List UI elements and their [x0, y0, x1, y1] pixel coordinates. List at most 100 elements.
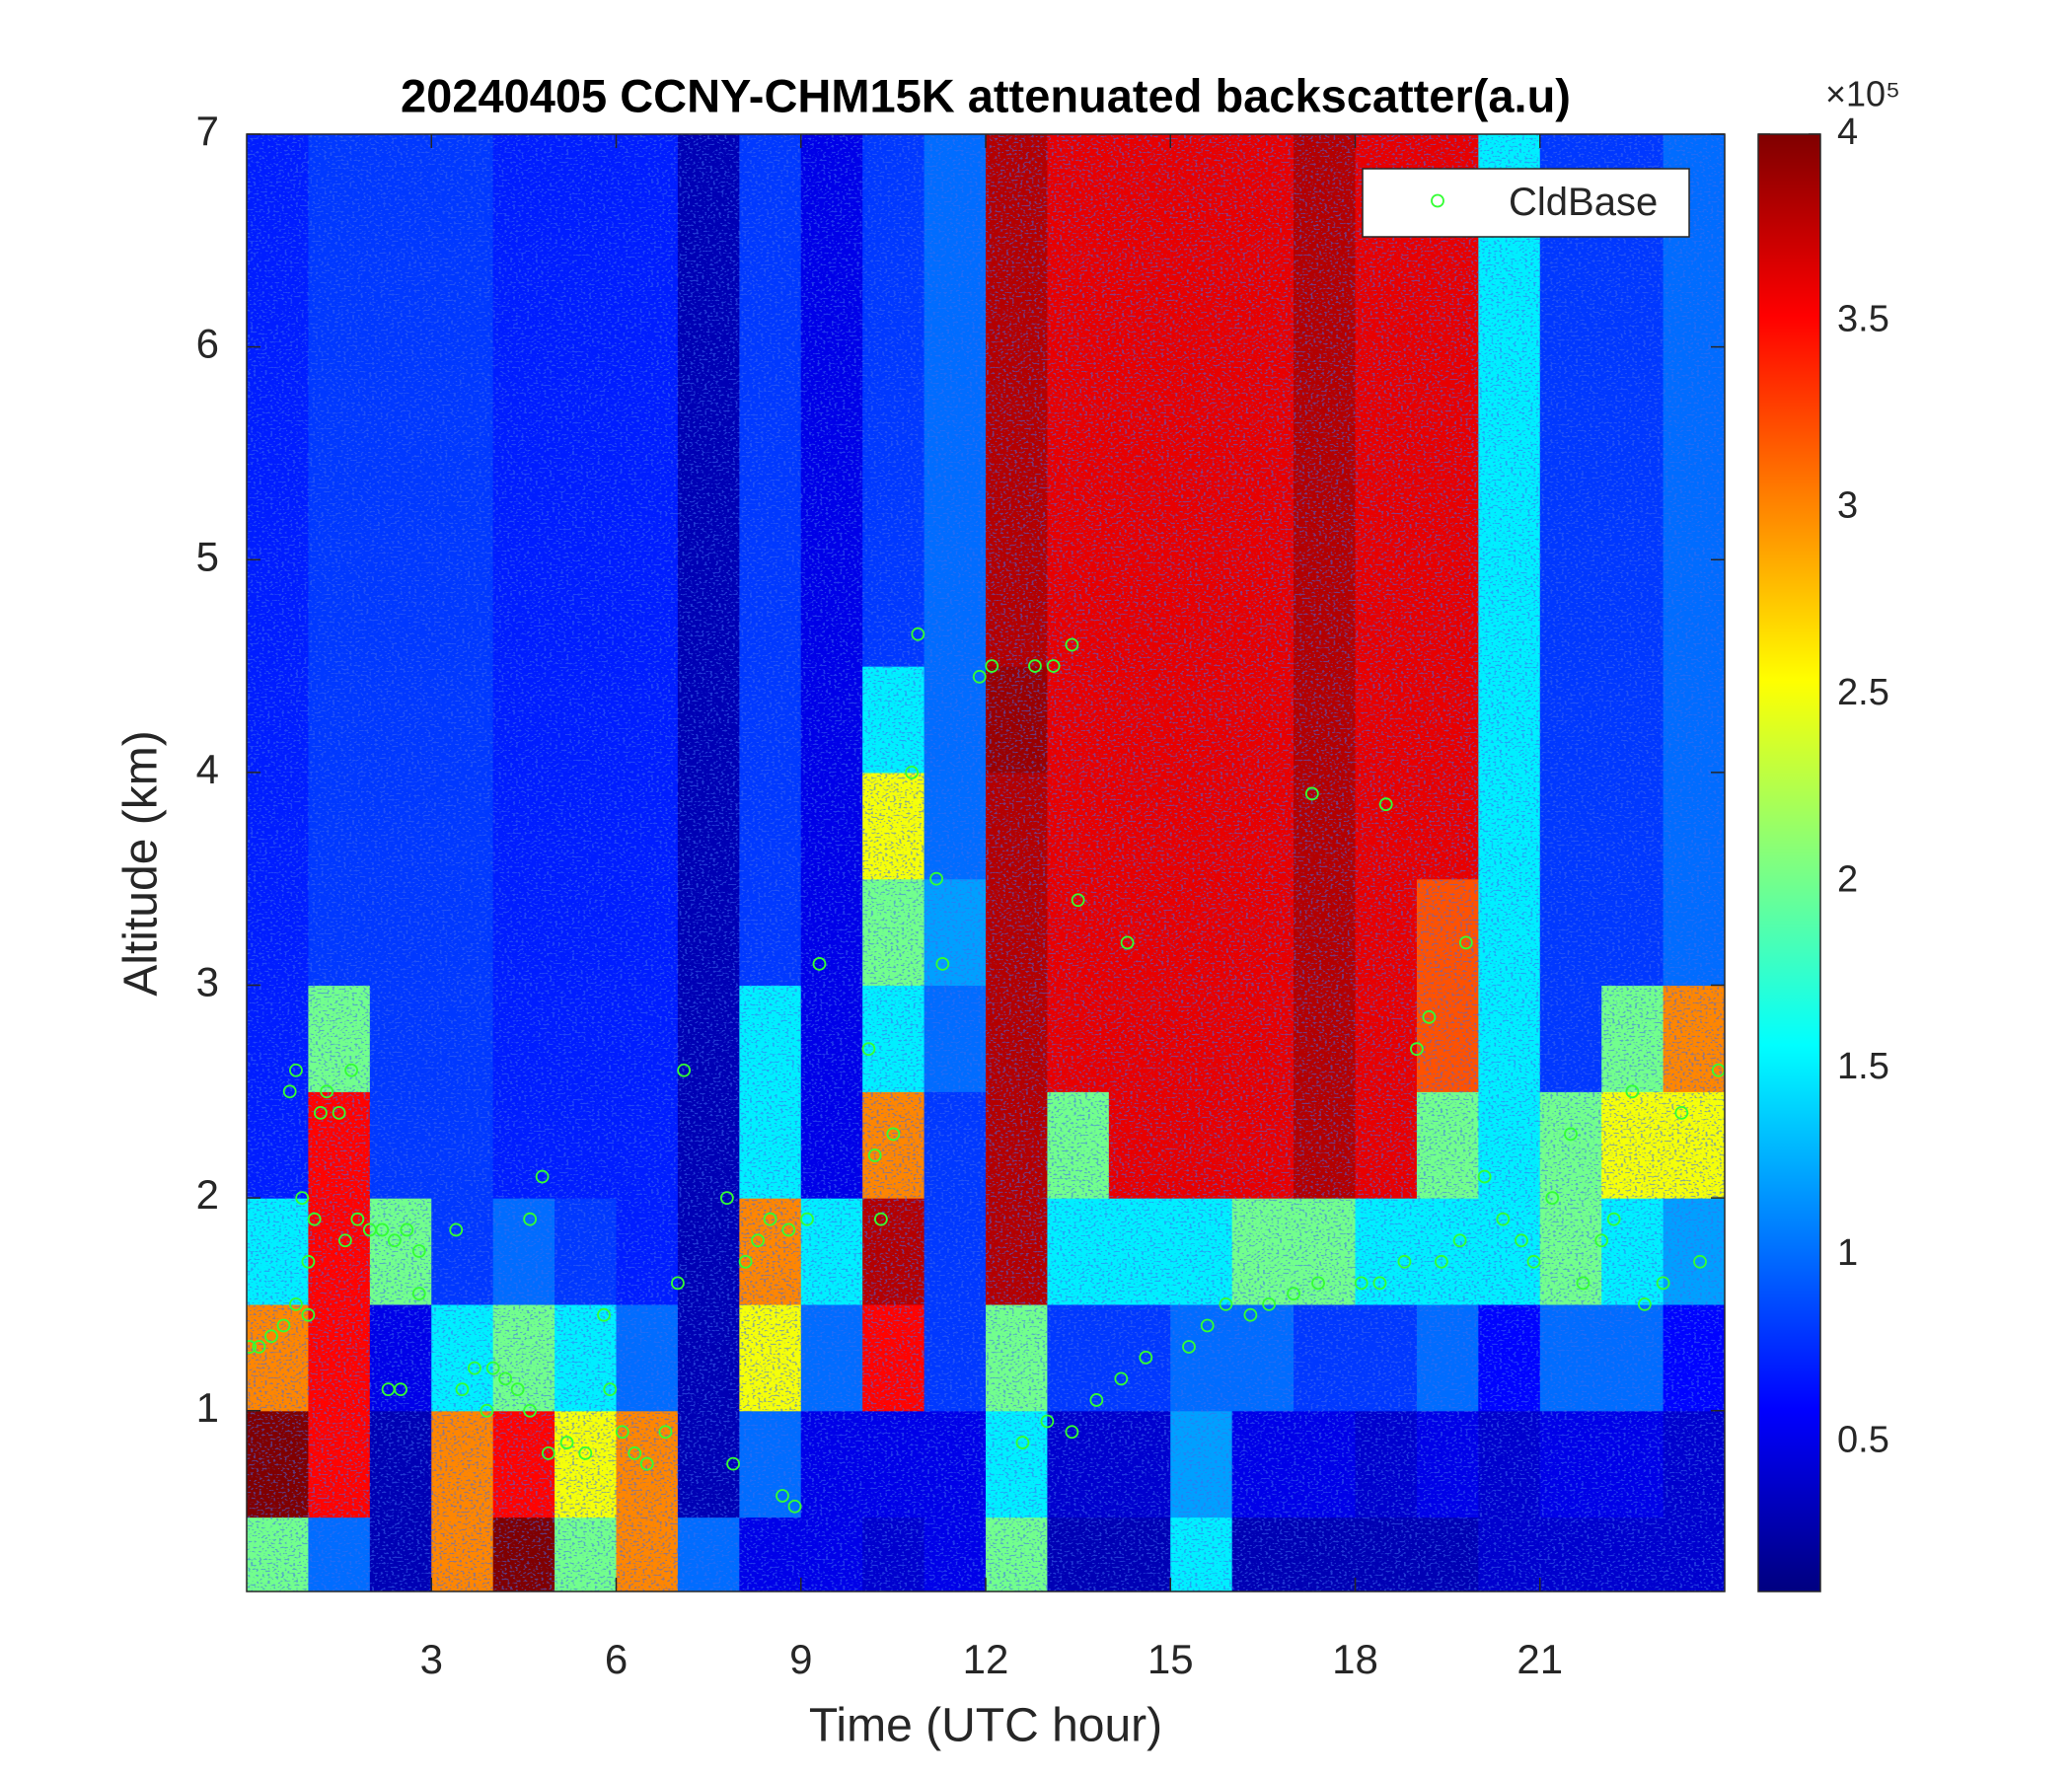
cloud-base-point	[886, 1127, 901, 1142]
cloud-base-point	[252, 1340, 266, 1354]
cloud-base-point	[738, 1254, 753, 1269]
cloud-base-point	[719, 1191, 734, 1206]
y-tick-label: 2	[196, 1171, 219, 1218]
cloud-base-point	[1477, 1169, 1492, 1184]
cloud-base-point	[301, 1307, 316, 1322]
y-tick-label: 6	[196, 321, 219, 367]
cloud-base-point	[812, 957, 827, 971]
colorbar-tick-label: 4	[1837, 111, 1858, 153]
cloud-base-point	[1378, 797, 1393, 812]
colorbar	[1757, 133, 1821, 1592]
cloud-base-point	[1065, 637, 1079, 652]
cloud-base-point	[541, 1445, 555, 1460]
x-tick-label: 21	[1517, 1636, 1563, 1682]
cloud-base-point	[787, 1499, 802, 1514]
cloud-base-point	[1089, 1393, 1104, 1407]
cloud-base-point	[578, 1445, 593, 1460]
cloud-base-point	[1120, 935, 1135, 950]
cloud-base-point	[1071, 893, 1085, 908]
cloud-base-point	[411, 1287, 426, 1301]
legend: CldBase	[1362, 168, 1690, 238]
legend-marker	[1431, 193, 1444, 208]
cloud-base-point	[387, 1233, 402, 1248]
cloud-base-point	[905, 765, 919, 779]
colorbar-tick-label: 1	[1837, 1232, 1858, 1274]
cloud-base-point	[1065, 1425, 1079, 1440]
cloud-base-point	[861, 1042, 876, 1057]
scatter-layer	[247, 627, 1725, 1514]
cloud-base-point	[510, 1382, 525, 1397]
cloud-base-point	[301, 1254, 316, 1269]
cloud-base-point	[1576, 1276, 1591, 1291]
cloud-base-point	[1656, 1276, 1670, 1291]
x-tick-label: 18	[1332, 1636, 1378, 1682]
cloud-base-point	[603, 1382, 618, 1397]
cloud-base-point	[1182, 1340, 1196, 1354]
cloud-base-point	[1200, 1318, 1215, 1333]
cloud-base-point	[1397, 1254, 1412, 1269]
cloud-base-point	[1243, 1307, 1258, 1322]
cloud-base-point	[1637, 1297, 1652, 1311]
cloud-base-point	[295, 1191, 310, 1206]
cloud-base-point	[337, 1233, 352, 1248]
cloud-base-point	[1496, 1212, 1511, 1226]
cloud-base-point	[1625, 1084, 1640, 1099]
legend-label: CldBase	[1509, 181, 1658, 224]
cloud-base-point	[985, 659, 999, 673]
cloud-base-point	[1262, 1297, 1277, 1311]
cloud-base-point	[307, 1212, 322, 1226]
cloud-base-point	[1311, 1276, 1325, 1291]
cloud-base-point	[1422, 1009, 1437, 1024]
cloud-base-point	[658, 1425, 673, 1440]
speckle-texture	[247, 134, 1725, 1591]
cloud-base-point	[867, 1148, 882, 1162]
cloud-base-point	[289, 1297, 303, 1311]
cloud-base-point	[677, 1063, 692, 1077]
cloud-base-point	[1434, 1254, 1448, 1269]
x-tick-label: 15	[1147, 1636, 1194, 1682]
cloud-base-point	[1046, 659, 1061, 673]
colorbar-exponent: ×10⁵	[1825, 74, 1900, 114]
cloud-base-point	[313, 1105, 328, 1120]
cloud-base-point	[264, 1329, 278, 1344]
y-tick-label: 3	[196, 959, 219, 1005]
cloud-base-point	[1545, 1191, 1560, 1206]
cloud-base-point	[320, 1084, 334, 1099]
cloud-base-point	[751, 1233, 765, 1248]
cloud-base-point	[1526, 1254, 1541, 1269]
cloud-base-point	[485, 1361, 500, 1375]
cloud-base-point	[639, 1456, 654, 1471]
cloud-base-point	[1028, 659, 1042, 673]
cloud-base-point	[1304, 786, 1319, 801]
cloud-base-point	[1040, 1414, 1055, 1429]
cloud-base-point	[1564, 1127, 1578, 1142]
cloud-base-point	[449, 1222, 464, 1237]
cloud-base-point	[523, 1403, 538, 1418]
cloud-base-point	[332, 1105, 346, 1120]
cloud-base-point	[468, 1361, 481, 1375]
cloud-base-point	[411, 1244, 426, 1258]
cloud-base-point	[1139, 1350, 1153, 1365]
cloud-base-point	[559, 1436, 574, 1449]
cloud-base-point	[615, 1425, 629, 1440]
x-tick-label: 12	[963, 1636, 1009, 1682]
cloud-base-point	[1515, 1233, 1528, 1248]
cloud-base-point	[344, 1063, 359, 1077]
cloud-base-point	[726, 1456, 740, 1471]
cloud-base-point	[911, 627, 925, 641]
x-tick-label: 9	[789, 1636, 812, 1682]
cloud-base-point	[800, 1212, 814, 1226]
colorbar-tick-label: 0.5	[1837, 1420, 1889, 1461]
cloud-base-point	[873, 1212, 888, 1226]
cloud-base-point	[498, 1371, 513, 1386]
chart-title: 20240405 CCNY-CHM15K attenuated backscat…	[401, 69, 1571, 121]
cloud-base-point	[1114, 1371, 1129, 1386]
cloud-base-point	[776, 1489, 789, 1503]
colorbar-tick-label: 3.5	[1837, 298, 1889, 339]
cloud-base-point	[1015, 1436, 1030, 1449]
cloud-base-point	[480, 1403, 494, 1418]
cloud-base-point	[375, 1222, 390, 1237]
cloud-base-point	[1410, 1042, 1424, 1057]
